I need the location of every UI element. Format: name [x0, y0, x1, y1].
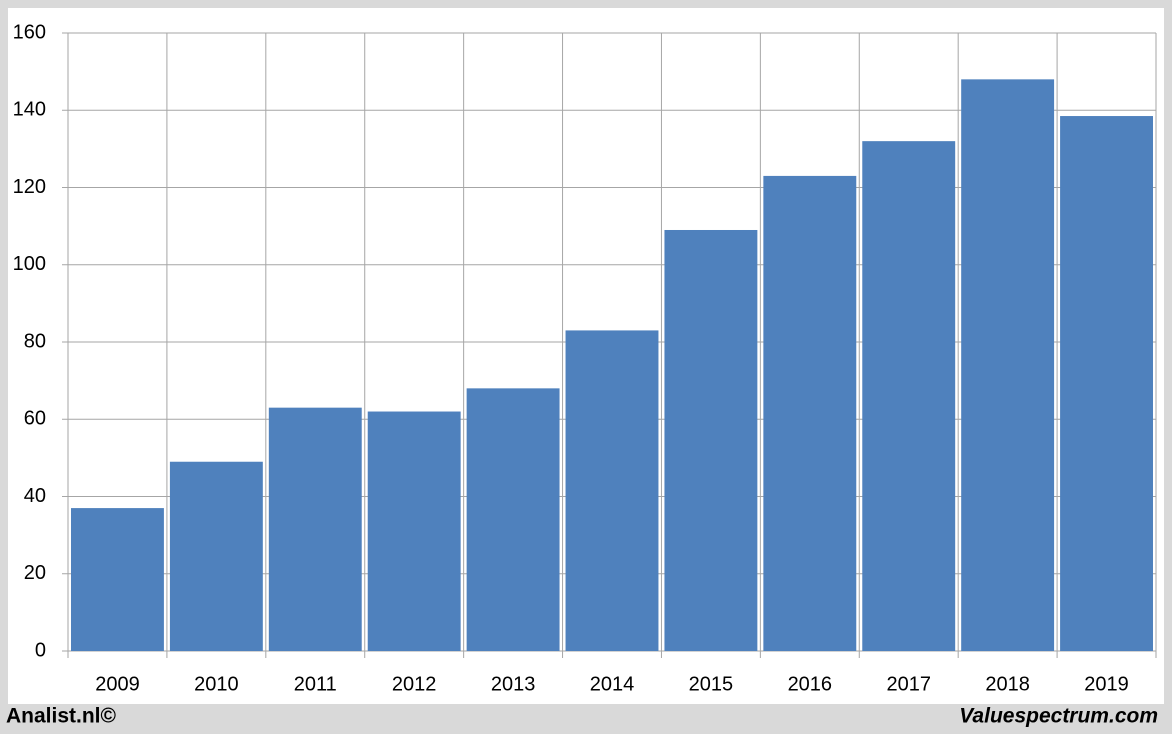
x-tick-label: 2016	[788, 673, 833, 695]
x-tick-label: 2009	[95, 673, 140, 695]
bar	[169, 461, 263, 651]
y-tick-label: 140	[13, 99, 46, 121]
x-tick-label: 2015	[689, 673, 734, 695]
bar	[1060, 116, 1153, 651]
x-tick-label: 2014	[590, 673, 635, 695]
footer-left: Analist.nl©	[6, 705, 117, 728]
x-tick-label: 2013	[491, 673, 536, 695]
y-tick-label: 80	[24, 330, 46, 352]
y-tick-label: 60	[24, 408, 46, 430]
bar	[466, 388, 560, 651]
bar	[71, 508, 164, 651]
bar	[961, 79, 1055, 652]
x-tick-label: 2017	[886, 673, 931, 695]
y-tick-label: 0	[35, 639, 46, 661]
y-tick-label: 160	[13, 21, 46, 43]
x-tick-label: 2018	[985, 673, 1030, 695]
bar	[268, 407, 362, 651]
y-tick-label: 20	[24, 562, 46, 584]
y-tick-label: 40	[24, 485, 46, 507]
bar	[763, 175, 857, 651]
y-tick-label: 100	[13, 253, 46, 275]
x-tick-label: 2019	[1084, 673, 1129, 695]
footer-right: Valuespectrum.com	[959, 705, 1158, 728]
x-tick-label: 2012	[392, 673, 437, 695]
bar	[862, 141, 956, 651]
bar	[367, 411, 461, 651]
bar	[664, 229, 758, 652]
x-tick-label: 2011	[294, 673, 337, 695]
x-tick-label: 2010	[194, 673, 239, 695]
bar	[565, 330, 659, 651]
y-tick-label: 120	[13, 176, 46, 198]
